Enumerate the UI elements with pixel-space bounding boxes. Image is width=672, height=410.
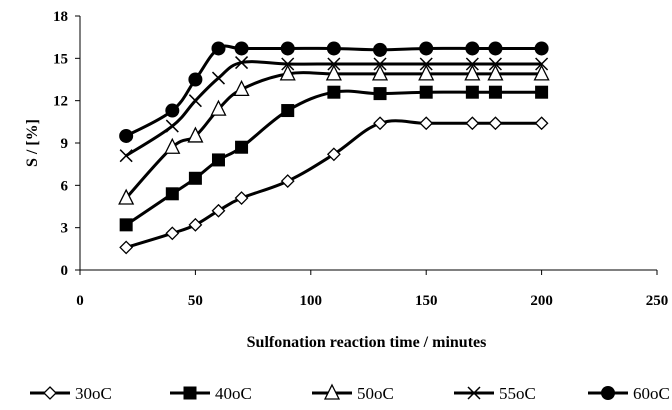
data-point — [188, 217, 203, 232]
data-point — [326, 41, 341, 56]
data-point — [165, 103, 180, 118]
data-point — [165, 119, 179, 133]
data-point — [373, 116, 387, 131]
data-point — [465, 57, 479, 71]
data-point — [119, 240, 134, 255]
data-point — [535, 85, 549, 99]
data-point — [211, 203, 226, 218]
data-point — [327, 85, 341, 99]
data-point — [419, 116, 434, 131]
data-point — [165, 187, 179, 201]
data-point — [325, 64, 342, 81]
data-point — [211, 153, 225, 167]
data-point — [464, 64, 481, 81]
y-tick-label: 18 — [53, 9, 68, 25]
series-55oC — [119, 56, 549, 163]
x-tick-label: 50 — [188, 293, 203, 309]
y-tick-label: 6 — [61, 178, 69, 194]
data-point — [119, 218, 133, 232]
data-point — [119, 149, 133, 163]
data-point — [235, 56, 249, 70]
data-point — [280, 41, 295, 56]
y-tick-label: 9 — [61, 136, 69, 152]
data-point — [234, 191, 249, 205]
series-30oC — [119, 116, 549, 255]
legend-label: 50oC — [357, 384, 394, 403]
data-point — [373, 87, 387, 101]
data-point — [419, 57, 433, 71]
data-point — [211, 71, 226, 85]
data-point — [119, 128, 134, 143]
data-point — [418, 64, 435, 81]
legend-item: 40oC — [170, 384, 252, 403]
data-point — [118, 188, 135, 205]
data-point — [164, 137, 181, 154]
data-point — [487, 64, 504, 81]
data-point — [165, 226, 180, 241]
data-point — [419, 41, 434, 56]
legend-marker — [323, 383, 341, 400]
data-point — [465, 41, 480, 56]
series-50oC — [118, 64, 550, 205]
x-axis-title: Sulfonation reaction time / minutes — [247, 334, 487, 351]
legend-label: 40oC — [215, 384, 252, 403]
data-point — [188, 171, 202, 185]
data-point — [280, 174, 295, 189]
legend-item: 30oC — [30, 384, 112, 403]
data-point — [326, 147, 341, 162]
data-point — [281, 104, 295, 118]
data-point — [211, 41, 226, 56]
data-point — [534, 116, 549, 131]
data-point — [488, 85, 502, 99]
data-point — [210, 99, 227, 116]
x-tick-label: 150 — [415, 293, 438, 309]
y-tick-label: 12 — [53, 94, 68, 110]
x-tick-label: 200 — [530, 293, 553, 309]
legend-marker — [467, 386, 481, 400]
legend-marker — [43, 386, 57, 400]
data-point — [419, 85, 433, 99]
data-point — [188, 94, 202, 108]
y-tick-label: 0 — [61, 263, 69, 279]
data-point — [281, 57, 295, 71]
axes: 0 3 6 9 12 15 18 0 50 100 150 200 250 — [53, 9, 668, 309]
legend-label: 55oC — [499, 384, 536, 403]
data-point — [465, 85, 479, 99]
legend-label: 60oC — [633, 384, 670, 403]
data-point — [488, 57, 502, 71]
legend-item: 50oC — [312, 383, 394, 403]
legend-label: 30oC — [75, 384, 112, 403]
x-tick-label: 0 — [76, 293, 84, 309]
y-axis-title: S / [%] — [24, 119, 41, 167]
data-point — [235, 140, 249, 154]
data-point — [188, 72, 203, 87]
x-tick-label: 100 — [300, 293, 323, 309]
data-point — [233, 79, 250, 97]
legend: 30oC 40oC 50oC 55oC 60oC — [30, 383, 670, 403]
series-60oC — [119, 41, 549, 143]
data-point — [373, 42, 388, 57]
legend-item: 55oC — [454, 384, 536, 403]
legend-marker — [601, 386, 615, 400]
data-point — [327, 57, 341, 71]
series-40oC — [119, 85, 549, 232]
data-point — [534, 41, 549, 56]
data-point — [373, 57, 387, 71]
data-point — [535, 57, 549, 71]
data-point — [371, 64, 389, 81]
y-tick-label: 3 — [61, 221, 69, 237]
y-tick-label: 15 — [53, 51, 68, 67]
data-point — [465, 116, 480, 131]
data-point — [234, 41, 249, 56]
data-point — [279, 64, 296, 81]
series-layer — [118, 41, 550, 255]
data-point — [187, 126, 204, 143]
legend-marker — [183, 386, 197, 400]
legend-item: 60oC — [588, 384, 670, 403]
data-point — [488, 116, 503, 131]
data-point — [488, 41, 503, 56]
data-point — [533, 64, 550, 81]
x-tick-label: 250 — [646, 293, 669, 309]
